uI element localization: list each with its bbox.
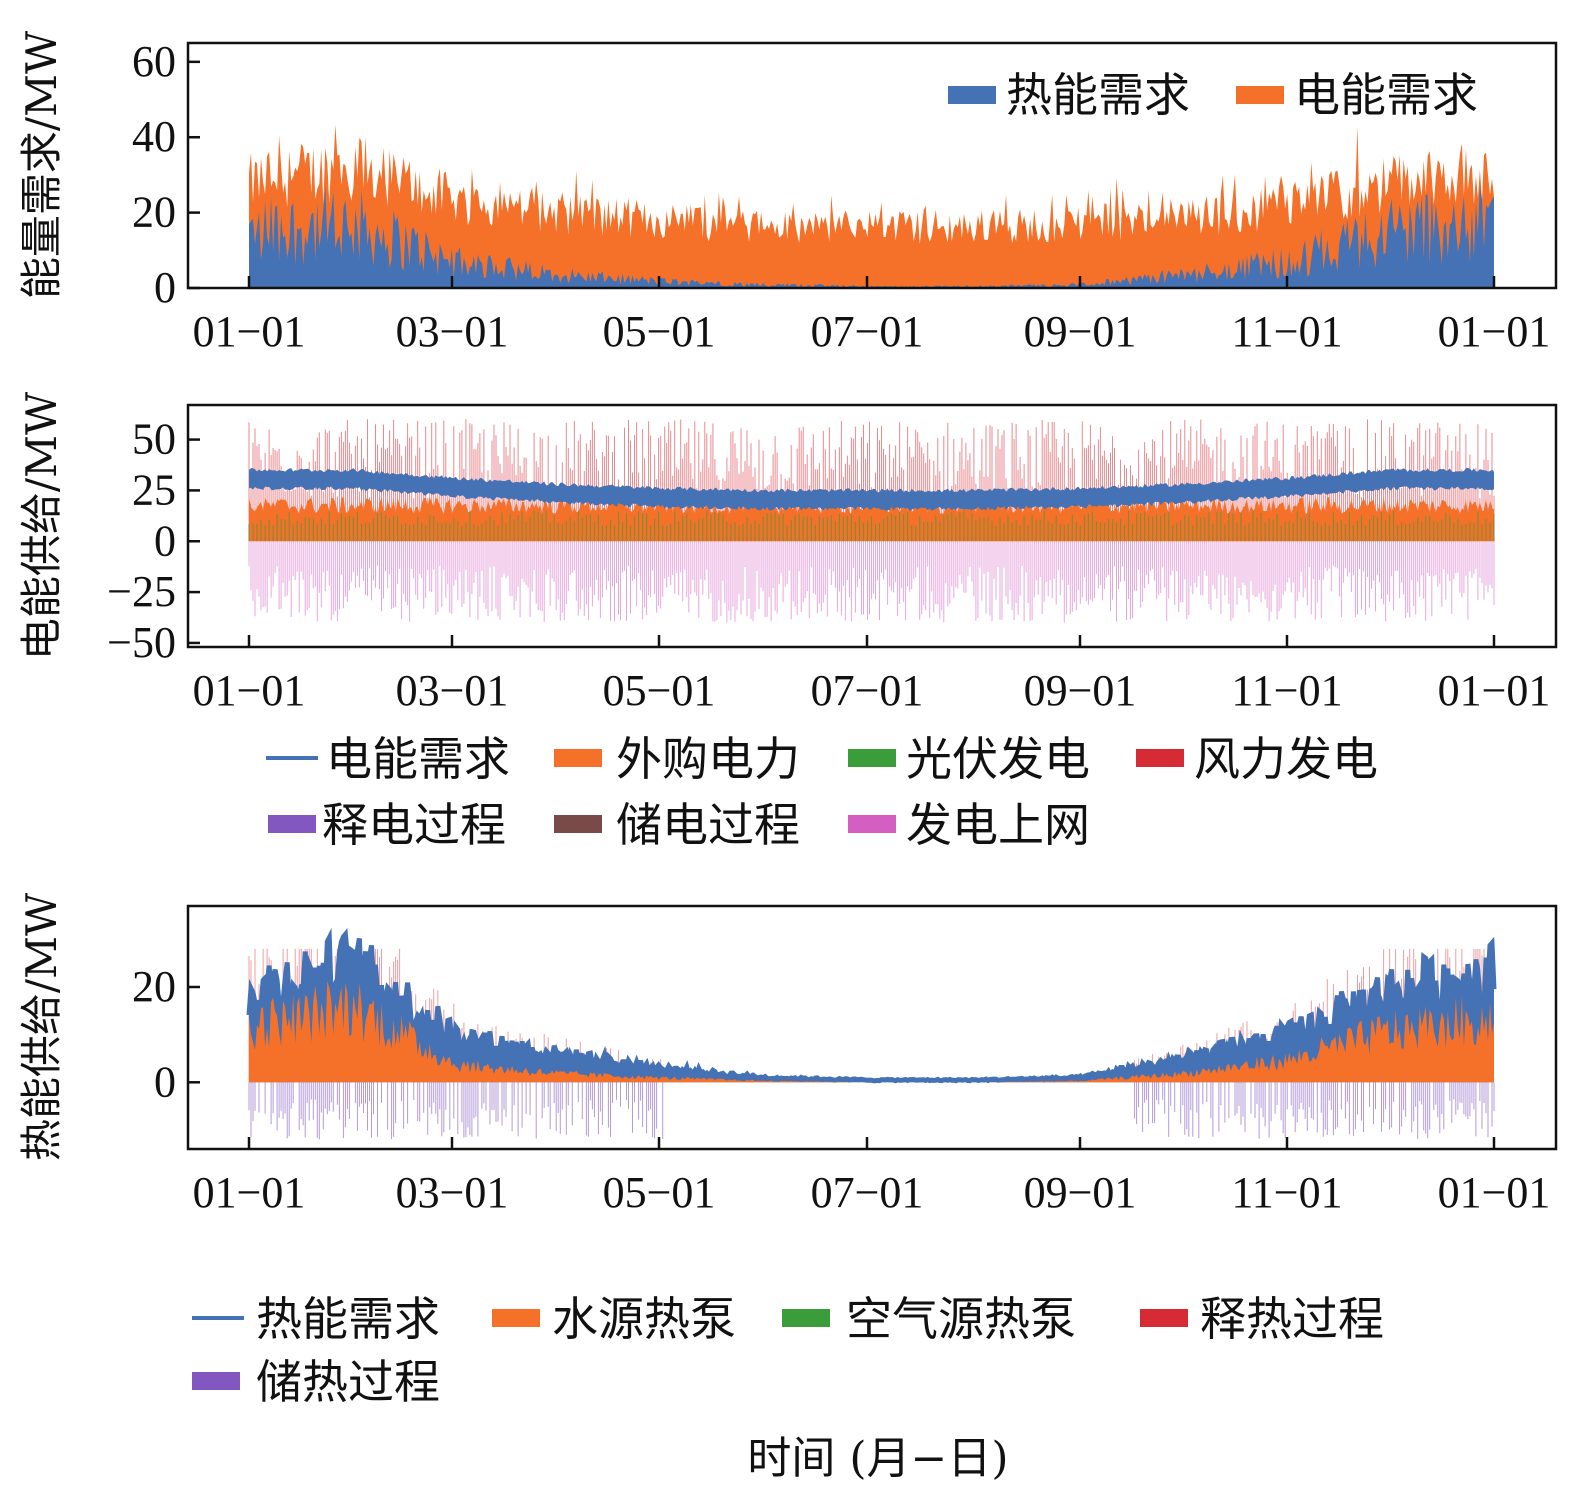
legend-label-wind: 风力发电 — [1194, 732, 1378, 786]
p2-xtick-label-1: 03−01 — [396, 666, 509, 715]
p2-ytick-label-4: 50 — [132, 415, 176, 464]
legend-swatch-heat-demand — [948, 86, 996, 104]
legend-label-heat-demand-3: 热能需求 — [256, 1292, 440, 1346]
p1-ytick-label-2: 40 — [132, 112, 176, 161]
series-export-spikes — [248, 541, 1495, 623]
x-axis-label: 时间 (月−日) — [747, 1433, 1008, 1484]
panel-electric-supply-legend: 电能需求 外购电力 光伏发电 风力发电 释电过程 储电过程 发电上网 — [266, 732, 1378, 852]
p1-xtick-label-3: 07−01 — [811, 307, 924, 356]
series-heat-demand-area — [249, 184, 1494, 288]
legend-swatch-charge — [554, 815, 602, 833]
p3-xtick-label-0: 01−01 — [193, 1168, 306, 1217]
p1-xtick-label-1: 03−01 — [396, 307, 509, 356]
p3-xtick-label-1: 03−01 — [396, 1168, 509, 1217]
p2-ytick-label-2: 0 — [154, 516, 176, 565]
legend-swatch-export — [848, 815, 896, 833]
series-elec-demand-band — [249, 468, 1494, 511]
legend-swatch-air-heat-pump — [782, 1309, 830, 1327]
panel-electric-supply-frame — [186, 403, 1558, 649]
p1-ytick-label-1: 20 — [132, 188, 176, 237]
legend-label-air-heat-pump: 空气源热泵 — [846, 1292, 1076, 1346]
p3-xtick-label-3: 07−01 — [811, 1168, 924, 1217]
p1-xtick-label-5: 11−01 — [1231, 307, 1342, 356]
p2-ytick-label-0: −50 — [107, 618, 176, 667]
legend-label-heat-storage: 储热过程 — [256, 1355, 440, 1409]
p1-xtick-label-6: 01−01 — [1438, 307, 1551, 356]
p1-xtick-label-2: 05−01 — [603, 307, 716, 356]
p2-xtick-label-5: 11−01 — [1231, 666, 1342, 715]
p1-xtick-label-4: 09−01 — [1024, 307, 1137, 356]
legend-label-pv: 光伏发电 — [906, 732, 1090, 786]
p2-xtick-label-2: 05−01 — [603, 666, 716, 715]
p3-ytick-label-1: 20 — [132, 962, 176, 1011]
p2-xtick-label-4: 09−01 — [1024, 666, 1137, 715]
legend-label-elec-demand-2: 电能需求 — [326, 732, 510, 786]
p3-xtick-label-5: 11−01 — [1231, 1168, 1342, 1217]
panel-heat-supply-frame — [186, 904, 1558, 1151]
legend-swatch-grid-purchase — [554, 749, 602, 767]
panel-energy-demand-series — [249, 124, 1494, 288]
series-heat-demand-line — [246, 927, 1497, 1084]
panel-electric-supply-ylabel: 电能供给/MW — [17, 391, 66, 660]
legend-swatch-pv — [848, 749, 896, 767]
legend-label-charge: 储电过程 — [616, 798, 800, 852]
legend-swatch-wind — [1136, 749, 1184, 767]
legend-swatch-discharge — [268, 815, 316, 833]
legend-swatch-heat-release — [1140, 1309, 1188, 1327]
panel-energy-demand-legend: 热能需求 电能需求 — [948, 68, 1478, 122]
p3-ytick-label-0: 0 — [154, 1057, 176, 1106]
p1-ytick-label-3: 60 — [132, 37, 176, 86]
panel-energy-demand-ylabel: 能量需求/MW — [17, 30, 66, 299]
p3-xtick-label-2: 05−01 — [603, 1168, 716, 1217]
series-pv-path — [248, 510, 1495, 542]
legend-swatch-water-heat-pump — [492, 1309, 540, 1327]
panel-heat-supply-series — [246, 927, 1497, 1140]
p2-xtick-label-6: 01−01 — [1438, 666, 1551, 715]
series-water-heat-pump-area — [249, 981, 1494, 1083]
panel-heat-supply-legend: 热能需求 水源热泵 空气源热泵 释热过程 储热过程 — [192, 1292, 1384, 1409]
p3-xtick-label-4: 09−01 — [1024, 1168, 1137, 1217]
p2-ytick-label-3: 25 — [132, 465, 176, 514]
p1-ytick-label-0: 0 — [154, 263, 176, 312]
p2-ytick-label-1: −25 — [107, 567, 176, 616]
p1-xtick-label-0: 01−01 — [193, 307, 306, 356]
panel-electric-supply-series — [248, 419, 1495, 623]
series-elec-demand-area — [249, 124, 1494, 288]
panel-energy-demand-frame — [186, 41, 1558, 290]
p2-xtick-label-0: 01−01 — [193, 666, 306, 715]
legend-label-elec-demand: 电能需求 — [1294, 68, 1478, 122]
legend-swatch-elec-demand — [1236, 86, 1284, 104]
legend-label-grid-purchase: 外购电力 — [616, 732, 800, 786]
legend-label-heat-demand: 热能需求 — [1006, 68, 1190, 122]
legend-swatch-heat-storage — [192, 1372, 240, 1390]
legend-label-heat-release: 释热过程 — [1200, 1292, 1384, 1346]
panel-heat-supply-ylabel: 热能供给/MW — [17, 892, 66, 1161]
p3-xtick-label-6: 01−01 — [1438, 1168, 1551, 1217]
series-heat-storage-path — [248, 1082, 1495, 1140]
panel-heat-supply: 020 01−01 03−01 05−01 07−01 09−01 11−01 01−01 … — [17, 892, 1558, 1484]
legend-label-discharge: 释电过程 — [322, 798, 506, 852]
series-export-path — [248, 541, 1495, 623]
p2-xtick-label-3: 07−01 — [811, 666, 924, 715]
panel-energy-demand: 0 20 40 60 01−01 03−01 05−01 07−01 09−01 11−01 01… — [17, 30, 1558, 356]
legend-label-export: 发电上网 — [906, 798, 1090, 852]
legend-label-water-heat-pump: 水源热泵 — [552, 1292, 736, 1346]
